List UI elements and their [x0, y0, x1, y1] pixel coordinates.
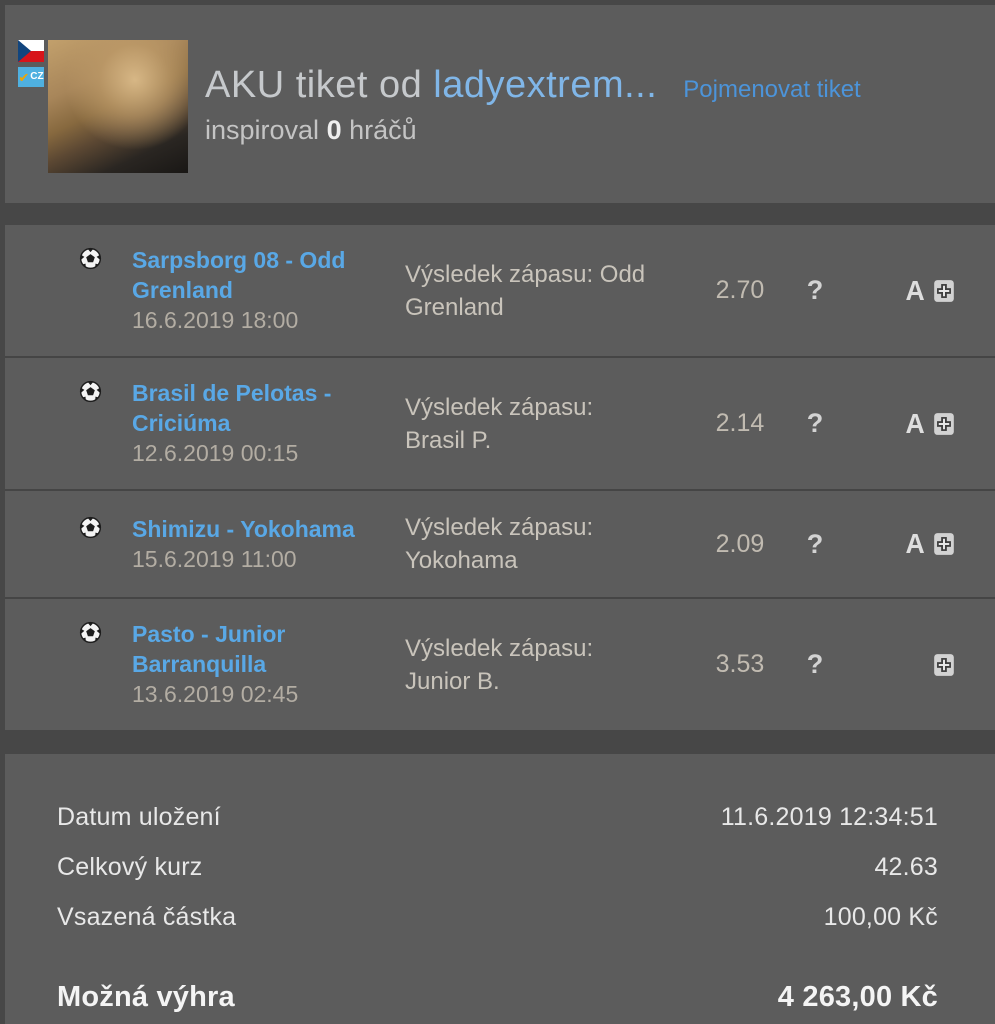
ticket-summary: Datum uložení 11.6.2019 12:34:51 Celkový… — [5, 754, 995, 1024]
possible-win-label: Možná výhra — [57, 980, 235, 1013]
match-datetime: 16.6.2019 18:00 — [132, 307, 299, 333]
summary-value: 42.63 — [874, 852, 938, 881]
odds-value[interactable]: 3.53 — [715, 650, 765, 678]
check-icon: ✔ — [18, 69, 30, 85]
bet-description: Výsledek zápasu: Yokohama — [405, 514, 594, 574]
help-icon[interactable]: ? — [806, 649, 824, 679]
match-info: Shimizu - Yokohama 15.6.2019 11:00 — [75, 514, 405, 575]
summary-row: Vsazená částka 100,00 Kč — [57, 892, 938, 942]
match-name[interactable]: Pasto - Junior Barranquilla — [132, 621, 286, 677]
analysis-icon[interactable]: A — [905, 407, 925, 439]
czech-flag-icon — [18, 40, 44, 62]
bet-description: Výsledek zápasu: Junior B. — [405, 634, 594, 695]
summary-value: 11.6.2019 12:34:51 — [720, 802, 938, 831]
user-badges: ✔ CZ — [18, 40, 44, 87]
soccer-ball-icon — [79, 516, 102, 538]
soccer-ball-icon — [79, 380, 102, 403]
odds-value[interactable]: 2.09 — [715, 529, 765, 558]
match-datetime: 15.6.2019 11:00 — [132, 545, 297, 572]
soccer-ball-icon — [79, 247, 102, 270]
match-row: Shimizu - Yokohama 15.6.2019 11:00 Výsle… — [5, 489, 995, 597]
add-to-ticket-icon[interactable] — [933, 279, 955, 303]
summary-label: Celkový kurz — [57, 852, 203, 881]
help-icon[interactable]: ? — [806, 408, 824, 438]
summary-value: 100,00 Kč — [823, 902, 938, 931]
match-row: Pasto - Junior Barranquilla 13.6.2019 02… — [5, 597, 995, 730]
inspired-count-text: inspiroval 0 hráčů — [205, 115, 417, 145]
odds-value[interactable]: 2.14 — [715, 409, 765, 437]
match-name[interactable]: Shimizu - Yokohama — [132, 515, 355, 542]
add-to-ticket-icon[interactable] — [933, 412, 955, 436]
match-list: Sarpsborg 08 - Odd Grenland 16.6.2019 18… — [5, 225, 995, 730]
summary-row: Datum uložení 11.6.2019 12:34:51 — [57, 792, 938, 842]
odds-value[interactable]: 2.70 — [715, 276, 765, 304]
match-row: Brasil de Pelotas - Criciúma 12.6.2019 0… — [5, 356, 995, 489]
match-row: Sarpsborg 08 - Odd Grenland 16.6.2019 18… — [5, 225, 995, 356]
bet-description: Výsledek zápasu: Odd Grenland — [405, 260, 646, 321]
match-name[interactable]: Brasil de Pelotas - Criciúma — [132, 380, 332, 436]
bet-description: Výsledek zápasu: Brasil P. — [405, 393, 594, 454]
avatar[interactable] — [48, 40, 188, 173]
match-info: Brasil de Pelotas - Criciúma 12.6.2019 0… — [75, 378, 405, 469]
page-title: AKU tiket od ladyextrem... — [205, 64, 658, 106]
row-actions: A — [905, 275, 955, 307]
cz-badge: ✔ CZ — [18, 67, 44, 87]
row-actions: A — [905, 408, 955, 440]
match-datetime: 12.6.2019 00:15 — [132, 440, 299, 466]
add-to-ticket-icon[interactable] — [933, 653, 955, 677]
row-actions: A — [905, 649, 955, 681]
soccer-ball-icon — [79, 621, 102, 644]
ticket-header: ✔ CZ AKU tiket od ladyextrem... Pojmenov… — [5, 5, 995, 203]
add-to-ticket-icon[interactable] — [933, 532, 955, 556]
header-text: AKU tiket od ladyextrem... Pojmenovat ti… — [205, 40, 861, 149]
match-info: Pasto - Junior Barranquilla 13.6.2019 02… — [75, 619, 405, 710]
inspired-count: 0 — [326, 115, 342, 145]
rename-ticket-link[interactable]: Pojmenovat tiket — [683, 76, 861, 103]
summary-row: Celkový kurz 42.63 — [57, 842, 938, 892]
match-name[interactable]: Sarpsborg 08 - Odd Grenland — [132, 247, 346, 303]
help-icon[interactable]: ? — [806, 528, 824, 559]
analysis-icon[interactable]: A — [905, 528, 925, 559]
match-info: Sarpsborg 08 - Odd Grenland 16.6.2019 18… — [75, 245, 405, 336]
possible-win-row: Možná výhra 4 263,00 Kč — [57, 970, 938, 1024]
possible-win-value: 4 263,00 Kč — [777, 980, 938, 1013]
summary-label: Datum uložení — [57, 802, 221, 831]
analysis-icon[interactable]: A — [905, 274, 925, 306]
summary-label: Vsazená částka — [57, 902, 237, 931]
row-actions: A — [905, 528, 955, 560]
username-link[interactable]: ladyextrem... — [433, 64, 658, 106]
help-icon[interactable]: ? — [806, 275, 824, 305]
match-datetime: 13.6.2019 02:45 — [132, 681, 299, 707]
